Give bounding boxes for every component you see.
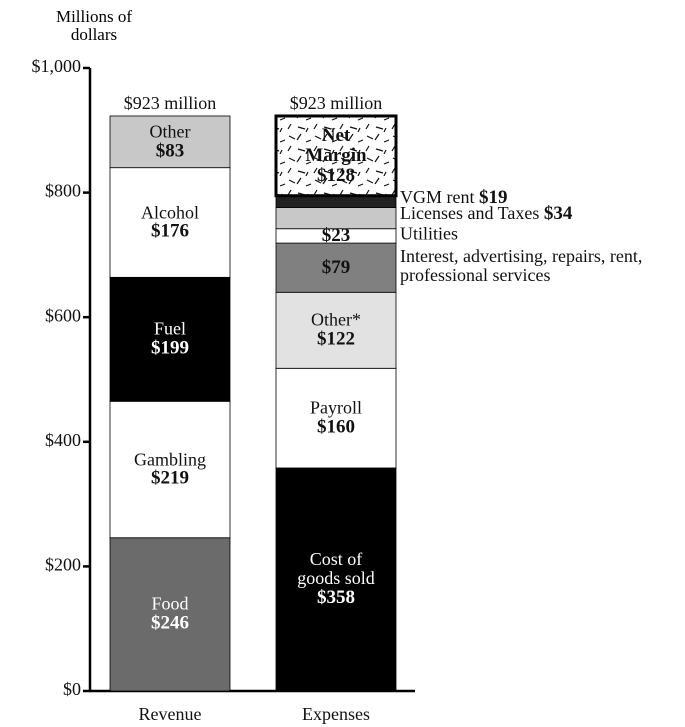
segment-label: Cost of goods sold $358: [292, 549, 380, 609]
segment-name: Utilities: [400, 223, 458, 244]
segment-label: Net Margin $128: [292, 124, 380, 186]
y-tick-label: $1,000: [32, 56, 82, 76]
segment-value: $246: [151, 612, 189, 634]
bar-segment: [109, 276, 231, 402]
segment-name: Interest, advertising, repairs, rent, pr…: [400, 245, 643, 285]
segment-value: $19: [479, 186, 508, 208]
segment-value: $83: [155, 140, 185, 162]
segment-value: $160: [317, 416, 355, 438]
segment-name: Payroll: [310, 397, 362, 418]
segment-value: $199: [151, 337, 189, 359]
segment-value: $128: [317, 164, 355, 186]
segment-name: Fuel: [153, 318, 186, 339]
segment-name: Alcohol: [141, 202, 199, 223]
segment-label: Other $83: [126, 122, 214, 161]
bar-segment: [275, 291, 397, 369]
x-tick-label: Revenue: [139, 704, 202, 724]
bar-segment: [275, 242, 397, 293]
total-label: $923 million: [124, 93, 217, 113]
segment-label: Payroll $160: [292, 397, 380, 438]
segment-name: Net Margin: [305, 124, 367, 166]
bar-segment: [109, 167, 231, 278]
segment-name: Food: [151, 593, 189, 614]
segment-label: Food $246: [126, 593, 214, 634]
segment-name: Gambling: [134, 449, 206, 470]
segment-label: Licenses and Taxes $34: [400, 204, 680, 224]
y-axis-label: Millions of dollars: [55, 7, 133, 44]
bar-segment: [109, 115, 231, 169]
segment-name: Other: [149, 121, 191, 142]
segment-name: Licenses and Taxes: [400, 203, 540, 224]
bar-segment: [275, 195, 397, 208]
y-tick-label: $200: [45, 555, 81, 575]
y-tick-label: $600: [45, 305, 81, 325]
segment-value: $176: [151, 220, 189, 242]
segment-value: $219: [151, 467, 189, 489]
bar-segment: [109, 537, 231, 692]
segment-label: VGM rent $19: [400, 186, 680, 208]
segment-label: Gambling $219: [126, 450, 214, 489]
segment-label: Fuel $199: [126, 318, 214, 359]
bar-segment: [109, 400, 231, 539]
y-tick-label: $400: [45, 430, 81, 450]
segment-name: VGM rent: [400, 186, 475, 207]
segment-value: $23: [321, 224, 351, 246]
segment-name: Other*: [311, 309, 361, 330]
x-tick-label: Expenses: [302, 704, 370, 724]
segment-value: $358: [317, 587, 355, 609]
segment-name: Cost of goods sold: [297, 549, 375, 589]
bar-segment: [275, 467, 397, 692]
segment-value: $79: [321, 256, 351, 278]
y-tick-label: $0: [63, 679, 81, 699]
segment-label: Alcohol $176: [126, 203, 214, 242]
segment-value: $122: [317, 328, 355, 350]
total-label: $923 million: [290, 93, 383, 113]
segment-label: Other* $122: [292, 309, 380, 350]
hatch: [274, 114, 398, 198]
segment-value: $34: [543, 203, 573, 225]
y-tick-label: $800: [45, 181, 81, 201]
